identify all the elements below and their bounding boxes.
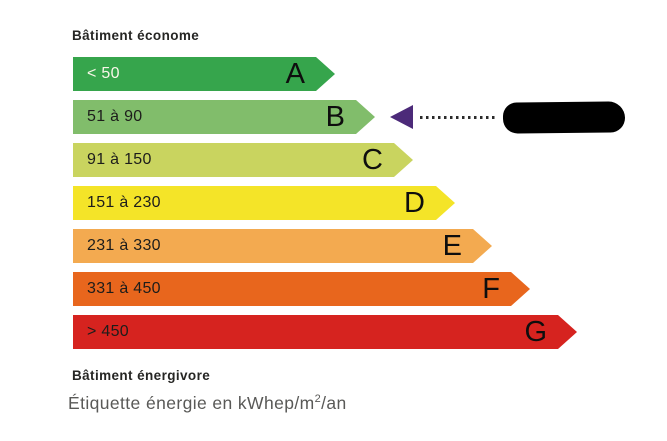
band-letter: F xyxy=(482,273,500,305)
band-range-label: < 50 xyxy=(87,65,120,82)
caption-superscript: 2 xyxy=(314,393,322,406)
dotted-line xyxy=(420,115,498,119)
energy-label-caption: Étiquette énergie en kWhep/m2/an xyxy=(68,393,347,414)
band-letter: C xyxy=(362,144,383,176)
caption-text-suffix: /an xyxy=(321,393,347,413)
band-range-label: 151 à 230 xyxy=(87,194,161,211)
band-range-label: 231 à 330 xyxy=(87,237,161,254)
energy-band-b: 51 à 90 B xyxy=(73,100,375,134)
left-arrow-icon xyxy=(390,105,413,129)
band-letter: A xyxy=(285,58,305,90)
band-letter: B xyxy=(325,101,345,133)
energy-band-f: 331 à 450 F xyxy=(73,272,530,306)
energy-band-g: > 450 G xyxy=(73,315,577,349)
selected-class-marker xyxy=(390,100,626,134)
band-letter: G xyxy=(524,316,547,348)
band-letter: D xyxy=(404,187,425,219)
caption-text: Étiquette énergie en kWhep/m xyxy=(68,393,315,413)
band-range-label: 331 à 450 xyxy=(87,280,161,297)
band-range-label: 91 à 150 xyxy=(87,151,152,168)
economical-building-label: Bâtiment économe xyxy=(72,28,200,43)
energy-intensive-building-label: Bâtiment énergivore xyxy=(72,368,211,383)
band-range-label: > 450 xyxy=(87,323,129,340)
band-letter: E xyxy=(442,230,462,262)
redaction-blob xyxy=(502,100,626,134)
energy-band-d: 151 à 230 D xyxy=(73,186,455,220)
energy-band-a: < 50 A xyxy=(73,57,335,91)
energy-band-c: 91 à 150 C xyxy=(73,143,413,177)
band-range-label: 51 à 90 xyxy=(87,108,143,125)
energy-band-e: 231 à 330 E xyxy=(73,229,492,263)
